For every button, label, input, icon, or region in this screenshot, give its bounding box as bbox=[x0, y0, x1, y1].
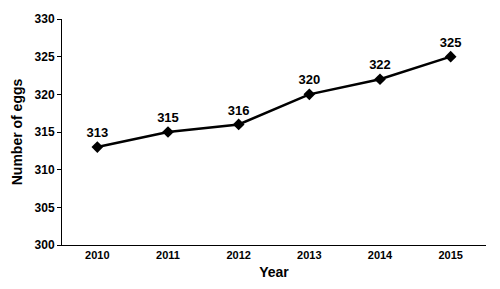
svg-text:313: 313 bbox=[86, 125, 108, 140]
svg-text:2011: 2011 bbox=[156, 249, 180, 261]
svg-text:316: 316 bbox=[228, 103, 250, 118]
svg-text:300: 300 bbox=[35, 238, 55, 252]
svg-text:320: 320 bbox=[35, 88, 55, 102]
svg-text:325: 325 bbox=[440, 35, 462, 50]
svg-text:Number of eggs: Number of eggs bbox=[9, 79, 25, 186]
svg-text:325: 325 bbox=[35, 50, 55, 64]
svg-text:320: 320 bbox=[298, 72, 320, 87]
svg-text:330: 330 bbox=[35, 12, 55, 26]
svg-text:Year: Year bbox=[259, 264, 289, 280]
svg-text:2013: 2013 bbox=[297, 249, 321, 261]
svg-text:315: 315 bbox=[157, 110, 179, 125]
svg-text:2014: 2014 bbox=[368, 249, 393, 261]
svg-text:315: 315 bbox=[35, 125, 55, 139]
svg-text:2015: 2015 bbox=[438, 249, 462, 261]
svg-text:2012: 2012 bbox=[226, 249, 250, 261]
svg-text:305: 305 bbox=[35, 201, 55, 215]
svg-text:310: 310 bbox=[35, 163, 55, 177]
svg-text:322: 322 bbox=[369, 57, 391, 72]
svg-text:2010: 2010 bbox=[85, 249, 109, 261]
